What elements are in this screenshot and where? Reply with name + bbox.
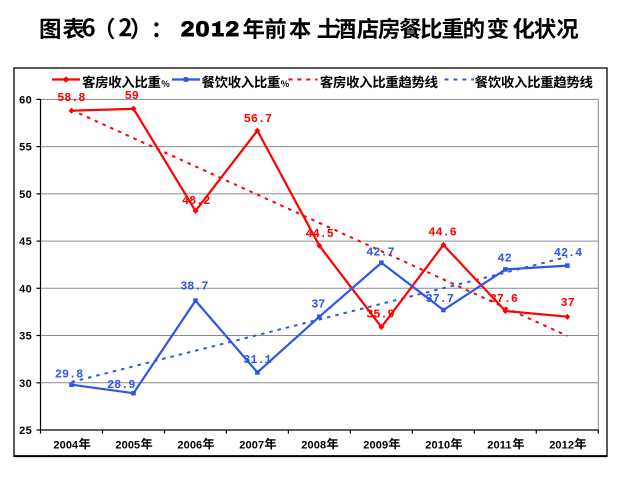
svg-text:44.6: 44.6 bbox=[428, 226, 456, 240]
svg-text:58.8: 58.8 bbox=[57, 91, 85, 105]
svg-text:59: 59 bbox=[125, 89, 139, 103]
svg-text:37: 37 bbox=[311, 298, 325, 312]
svg-text:50: 50 bbox=[19, 189, 32, 201]
svg-text:37: 37 bbox=[561, 296, 575, 310]
svg-text:48.2: 48.2 bbox=[182, 194, 210, 208]
svg-text:60: 60 bbox=[19, 94, 32, 106]
svg-text:42.7: 42.7 bbox=[366, 245, 394, 259]
svg-text:40: 40 bbox=[19, 283, 32, 295]
svg-text:2009: 2009 bbox=[363, 439, 388, 451]
svg-text:38.7: 38.7 bbox=[180, 279, 208, 293]
svg-text:30: 30 bbox=[19, 378, 32, 390]
svg-text:42.4: 42.4 bbox=[554, 246, 582, 260]
svg-text:2011: 2011 bbox=[487, 439, 511, 451]
svg-text:25: 25 bbox=[19, 425, 32, 437]
svg-text:44.5: 44.5 bbox=[306, 227, 334, 241]
svg-text:2006: 2006 bbox=[177, 439, 202, 451]
svg-text:55: 55 bbox=[19, 142, 32, 154]
svg-text:42: 42 bbox=[498, 252, 512, 266]
svg-text:29.8: 29.8 bbox=[55, 367, 83, 381]
svg-text:2005: 2005 bbox=[115, 439, 140, 451]
svg-text:2008: 2008 bbox=[301, 439, 326, 451]
svg-text:2007: 2007 bbox=[239, 439, 264, 451]
svg-text:35: 35 bbox=[19, 331, 32, 343]
svg-text:28.9: 28.9 bbox=[107, 378, 135, 392]
svg-text:2004: 2004 bbox=[53, 439, 79, 451]
svg-text:56.7: 56.7 bbox=[244, 112, 272, 126]
svg-text:45: 45 bbox=[19, 236, 32, 248]
svg-text:2010: 2010 bbox=[425, 439, 450, 451]
svg-text:2012: 2012 bbox=[549, 439, 574, 451]
